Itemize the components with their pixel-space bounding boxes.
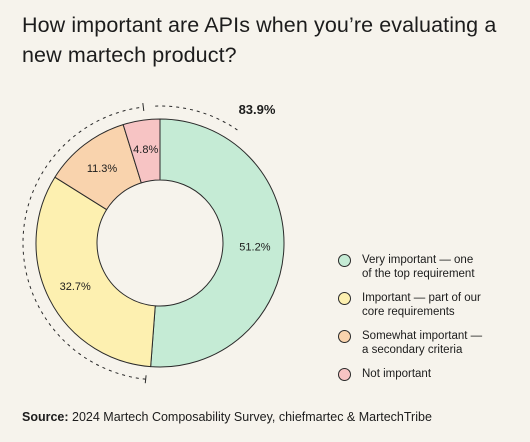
source-label: Source: — [22, 410, 69, 424]
legend-label: a secondary criteria — [362, 344, 463, 356]
donut-slices — [35, 118, 285, 368]
slice-value-label: 32.7% — [60, 281, 91, 293]
slice-not-important — [122, 118, 161, 184]
slice-important-part-of-our-core-requirements — [35, 176, 156, 368]
legend-item: Important — part of our core requirements — [338, 291, 528, 319]
legend-swatch — [338, 254, 351, 267]
source-text: 2024 Martech Composability Survey, chief… — [72, 410, 432, 424]
highlight-arc-top — [155, 105, 241, 133]
legend-swatch — [338, 330, 351, 343]
legend-label: Important — part of our — [362, 292, 481, 304]
legend-label: Very important — one — [362, 254, 474, 266]
slice-value-label: 11.3% — [87, 163, 118, 175]
source-note: Source: 2024 Martech Composability Surve… — [22, 410, 432, 424]
legend-swatch — [338, 292, 351, 305]
legend-swatch — [338, 368, 351, 381]
highlight-arc-tick — [144, 375, 147, 384]
legend-item: Not important — [338, 367, 528, 381]
highlight-arc — [22, 102, 241, 384]
legend-item: Very important — one of the top requireme… — [338, 253, 528, 281]
chart-legend: Very important — one of the top requireme… — [338, 253, 528, 391]
legend-label: core requirements — [362, 306, 455, 318]
legend-label: of the top requirement — [362, 268, 475, 280]
chart-title: How important are APIs when you’re evalu… — [22, 13, 497, 67]
slice-labels: 51.2% 32.7% 11.3% 4.8% — [60, 144, 271, 293]
legend-label: Somewhat important — — [362, 330, 483, 342]
slice-very-important-one-of-the-top-requirement — [150, 118, 285, 368]
highlight-arc-tick — [142, 102, 145, 112]
slice-value-label: 4.8% — [133, 144, 158, 156]
legend-item: Somewhat important — a secondary criteria — [338, 329, 528, 357]
legend-label: Not important — [362, 368, 432, 380]
slice-value-label: 51.2% — [239, 242, 270, 254]
combined-percentage-annotation: 83.9% — [239, 102, 276, 117]
